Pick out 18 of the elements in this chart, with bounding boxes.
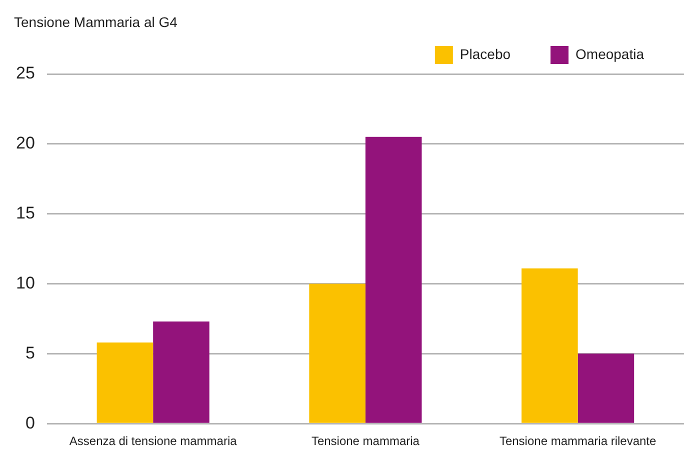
x-tick-label: Tensione mammaria rilevante <box>499 434 657 448</box>
y-tick-label: 15 <box>16 204 35 223</box>
chart-title: Tensione Mammaria al G4 <box>14 14 178 30</box>
bar <box>153 322 210 423</box>
x-tick-label: Tensione mammaria <box>311 434 420 448</box>
bar <box>522 268 578 423</box>
x-tick-label: Assenza di tensione mammaria <box>69 434 238 448</box>
bar <box>578 354 634 423</box>
y-tick-label: 25 <box>16 64 35 83</box>
y-tick-label: 0 <box>25 413 35 432</box>
bar <box>365 136 422 423</box>
bar <box>96 342 154 423</box>
bar <box>309 284 366 423</box>
y-tick-label: 10 <box>16 273 35 292</box>
legend-label: Omeopatia <box>576 46 644 62</box>
legend-label: Placebo <box>460 46 511 62</box>
y-tick-label: 20 <box>16 134 35 153</box>
y-tick-label: 5 <box>25 343 35 362</box>
